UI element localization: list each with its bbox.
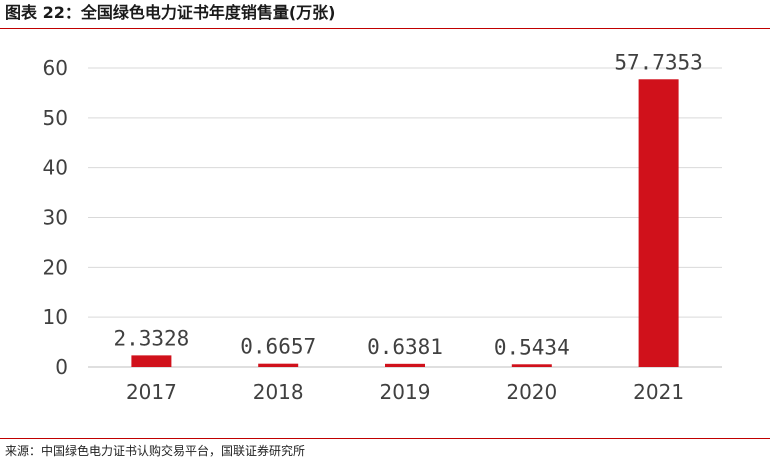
x-tick-label: 2017	[126, 380, 177, 404]
y-tick-label: 30	[43, 206, 68, 230]
source-note: 来源：中国绿色电力证书认购交易平台，国联证券研究所	[5, 444, 306, 458]
y-tick-label: 10	[43, 305, 68, 329]
bar-2017	[131, 355, 172, 367]
bars	[131, 79, 679, 367]
data-labels: 2.3328 0.6657 0.6381 0.5434 57.7353	[113, 50, 702, 359]
bar-chart: 0 10 20 30 40 50 60 2.3328 0.6657 0.6381 0.5434 57…	[43, 50, 722, 404]
gridlines	[88, 67, 722, 368]
y-tick-label: 0	[55, 355, 68, 379]
title-divider	[0, 28, 770, 29]
y-axis-ticks: 0 10 20 30 40 50 60	[43, 56, 68, 379]
x-tick-label: 2019	[380, 380, 431, 404]
y-tick-label: 50	[43, 106, 68, 130]
bar-2019	[385, 363, 425, 367]
x-tick-label: 2020	[506, 380, 557, 404]
data-label-2018: 0.6657	[240, 335, 316, 359]
x-tick-label: 2021	[633, 380, 684, 404]
bar-2020	[511, 364, 552, 367]
bar-2018	[258, 363, 299, 367]
data-label-2017: 2.3328	[113, 326, 189, 350]
data-label-2021: 57.7353	[614, 50, 703, 74]
x-axis-ticks: 2017 2018 2019 2020 2021	[126, 380, 684, 404]
y-tick-label: 40	[43, 156, 68, 180]
x-tick-label: 2018	[253, 380, 304, 404]
data-label-2019: 0.6381	[367, 335, 443, 359]
y-tick-label: 60	[43, 56, 68, 80]
footer-divider	[0, 438, 770, 439]
bar-2021	[638, 79, 679, 367]
data-label-2020: 0.5434	[494, 335, 570, 359]
y-tick-label: 20	[43, 255, 68, 279]
chart-title: 图表 22：全国绿色电力证书年度销售量(万张)	[5, 3, 336, 22]
